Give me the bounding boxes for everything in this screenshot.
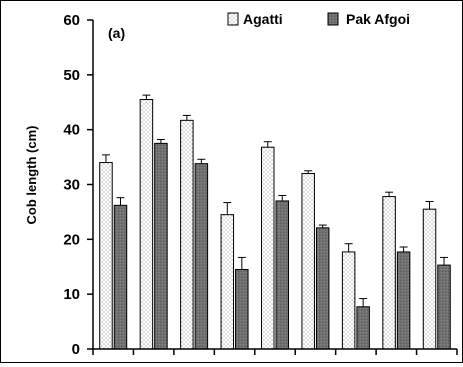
bar-pak-afgoi <box>154 142 168 350</box>
bar-pak-afgoi <box>194 163 209 350</box>
bar-agatti <box>341 251 356 350</box>
bar-agatti <box>180 119 194 350</box>
bar-agatti <box>139 99 154 350</box>
y-tick-label: 0 <box>72 341 80 358</box>
bar-chart: (a) Agatti Pak Afgoi Cob length (cm) 0 10… <box>24 11 458 358</box>
y-tick-label: 60 <box>63 12 80 29</box>
bar-pak-afgoi <box>396 251 411 350</box>
bar-agatti <box>422 208 437 350</box>
bar-pak-afgoi <box>437 264 451 350</box>
panel-label: (a) <box>108 25 125 41</box>
x-axis <box>92 348 458 355</box>
legend-label-agatti: Agatti <box>243 11 283 27</box>
bar-agatti <box>301 173 315 350</box>
legend-swatch-pak-afgoi <box>327 12 339 26</box>
y-tick-label: 20 <box>63 231 80 248</box>
y-tick-label: 40 <box>63 122 80 139</box>
y-tick-label: 30 <box>63 177 80 194</box>
bar-pak-afgoi <box>356 306 370 350</box>
bar-agatti <box>382 196 396 350</box>
y-axis-title: Cob length (cm) <box>24 126 39 225</box>
bars-group <box>99 94 451 350</box>
bar-agatti <box>261 146 275 350</box>
legend-swatch-agatti <box>227 12 239 26</box>
legend: Agatti Pak Afgoi <box>227 11 410 27</box>
bar-agatti <box>220 214 235 350</box>
y-axis: 0 10 20 30 40 50 60 <box>63 12 94 358</box>
y-tick-label: 10 <box>63 286 80 303</box>
bar-pak-afgoi <box>113 204 128 350</box>
bar-pak-afgoi <box>275 200 289 350</box>
legend-label-pak-afgoi: Pak Afgoi <box>346 11 410 27</box>
y-tick-label: 50 <box>63 67 80 84</box>
bar-pak-afgoi <box>315 227 330 350</box>
bar-agatti <box>99 162 113 350</box>
bar-pak-afgoi <box>235 268 249 350</box>
